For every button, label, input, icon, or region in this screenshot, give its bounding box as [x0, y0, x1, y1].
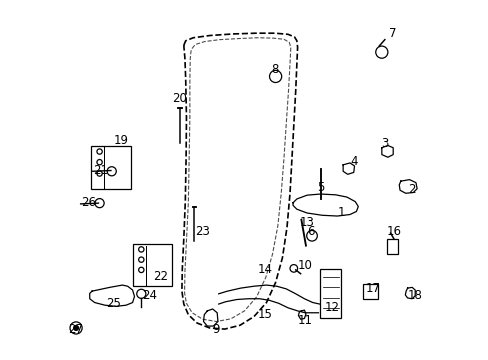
Circle shape [74, 325, 79, 330]
Text: 18: 18 [407, 289, 422, 302]
Text: 15: 15 [257, 308, 272, 321]
Bar [320, 269, 341, 319]
Text: 14: 14 [257, 263, 272, 276]
Text: 17: 17 [365, 282, 380, 294]
Bar [362, 284, 377, 299]
Text: 9: 9 [212, 323, 219, 336]
Text: 8: 8 [271, 63, 278, 76]
Text: 2: 2 [407, 183, 414, 196]
Text: 4: 4 [350, 154, 358, 167]
Text: 19: 19 [114, 134, 128, 147]
Text: 21: 21 [93, 164, 108, 177]
Bar [91, 146, 130, 189]
Text: 5: 5 [316, 181, 324, 194]
Text: 12: 12 [324, 301, 339, 314]
Text: 20: 20 [172, 92, 187, 105]
Text: 16: 16 [386, 225, 401, 238]
Text: 10: 10 [297, 259, 312, 272]
Text: 23: 23 [195, 225, 210, 238]
Bar [132, 244, 172, 286]
Text: 13: 13 [299, 216, 314, 229]
Text: 22: 22 [153, 270, 168, 283]
Text: 7: 7 [388, 27, 395, 40]
Text: 24: 24 [142, 289, 157, 302]
Text: 1: 1 [337, 206, 344, 219]
Text: 11: 11 [297, 314, 312, 327]
Bar [386, 239, 397, 254]
Text: 25: 25 [106, 297, 121, 310]
Text: 27: 27 [68, 323, 83, 336]
Text: 6: 6 [306, 225, 314, 238]
Text: 3: 3 [380, 138, 388, 150]
Text: 26: 26 [81, 196, 96, 209]
